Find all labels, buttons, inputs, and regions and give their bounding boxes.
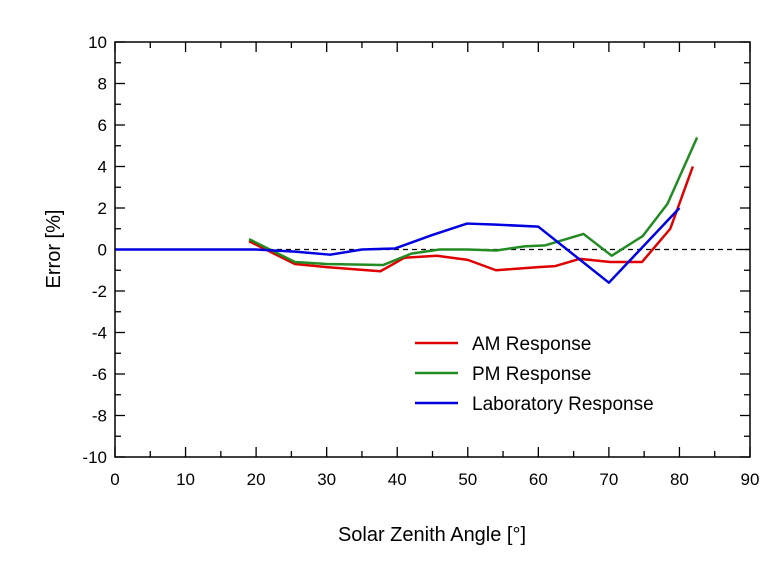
legend-label: AM Response: [472, 334, 591, 355]
axis-ticks: 0 10 20 30 40 50 60 70 80 90 -10 -8 -6 -4 -2 0 2 4 6 8 10: [82, 33, 759, 489]
series-line-am-response: [248, 166, 695, 273]
x-tick-label: 70: [599, 470, 618, 489]
x-tick-label: 40: [388, 470, 407, 489]
y-tick-label: -10: [82, 448, 107, 467]
y-tick-label: -6: [92, 365, 107, 384]
x-tick-label: 30: [317, 470, 336, 489]
y-tick-label: 4: [98, 158, 107, 177]
y-tick-label: 0: [98, 241, 107, 260]
legend-label: PM Response: [472, 364, 591, 385]
series-line-pm-response: [248, 136, 699, 267]
y-tick-label: 8: [98, 75, 107, 94]
y-tick-label: 10: [88, 33, 107, 52]
plot-frame: [114, 41, 751, 458]
x-tick-label: 50: [458, 470, 477, 489]
y-tick-label: 2: [98, 199, 107, 218]
y-tick-label: -4: [92, 324, 107, 343]
y-tick-label: -8: [92, 407, 107, 426]
x-tick-label: 0: [110, 470, 119, 489]
y-tick-label: -2: [92, 282, 107, 301]
x-tick-label: 80: [670, 470, 689, 489]
y-axis-label: Error [%]: [43, 210, 65, 289]
legend-label: Laboratory Response: [472, 394, 654, 415]
x-tick-label: 90: [741, 470, 760, 489]
series-line-laboratory-response: [115, 207, 681, 284]
series-group: [115, 136, 699, 284]
y-tick-label: 6: [98, 116, 107, 135]
x-tick-label: 10: [176, 470, 195, 489]
x-tick-label: 60: [529, 470, 548, 489]
x-tick-label: 20: [247, 470, 266, 489]
legend: AM Response PM Response Laboratory Respons…: [415, 334, 654, 415]
x-axis-label: Solar Zenith Angle [°]: [338, 524, 526, 546]
